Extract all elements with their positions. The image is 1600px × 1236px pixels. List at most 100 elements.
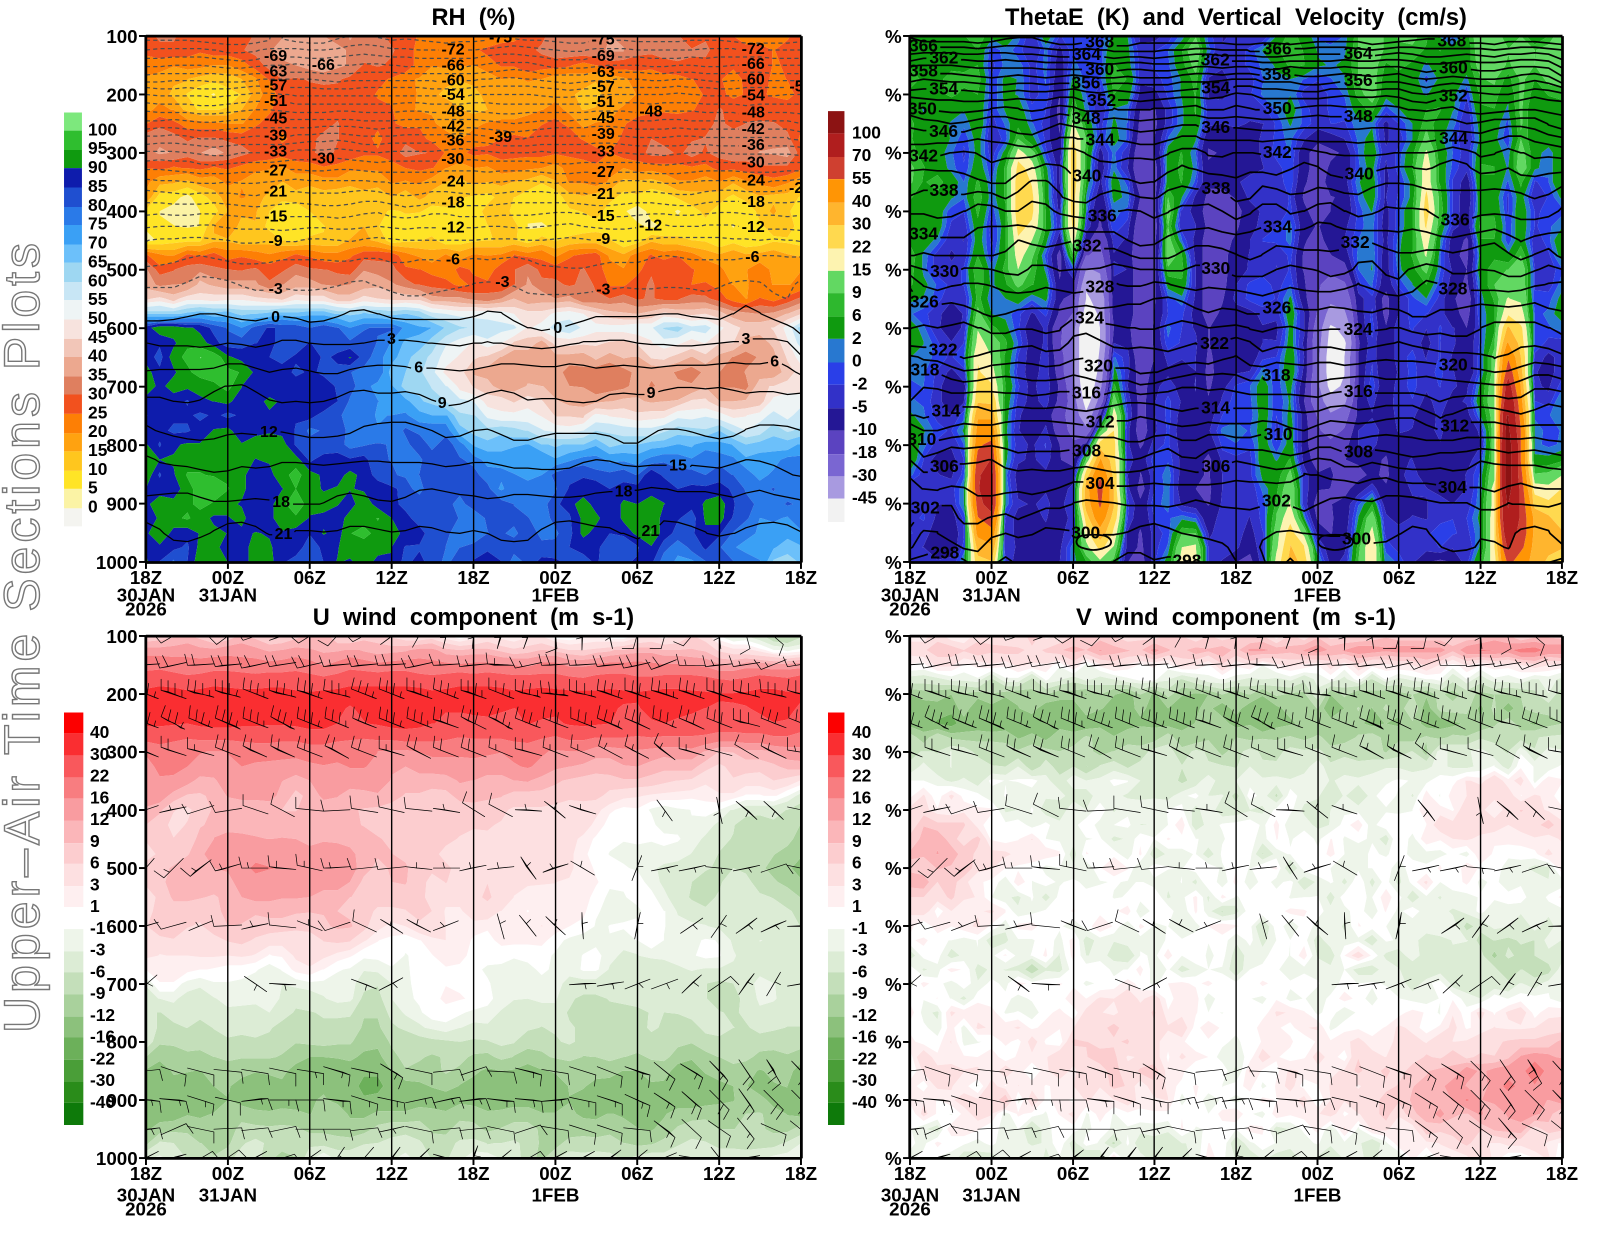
svg-text:-6: -6 bbox=[90, 961, 106, 981]
svg-text:0: 0 bbox=[271, 309, 280, 326]
svg-text:%: % bbox=[885, 974, 902, 995]
svg-text:-42: -42 bbox=[442, 118, 465, 135]
svg-text:-66: -66 bbox=[312, 57, 335, 74]
svg-text:-22: -22 bbox=[852, 1048, 877, 1068]
svg-text:332: 332 bbox=[1341, 232, 1370, 252]
svg-text:-57: -57 bbox=[789, 79, 812, 96]
svg-text:-69: -69 bbox=[264, 48, 287, 65]
svg-text:-57: -57 bbox=[592, 79, 615, 96]
svg-text:-21: -21 bbox=[264, 184, 287, 201]
svg-text:300: 300 bbox=[1071, 523, 1100, 543]
svg-text:%: % bbox=[885, 1148, 902, 1169]
svg-text:15: 15 bbox=[88, 440, 108, 460]
svg-text:%: % bbox=[885, 684, 902, 705]
svg-text:-60: -60 bbox=[442, 72, 465, 89]
svg-text:18Z: 18Z bbox=[130, 567, 162, 588]
svg-text:%: % bbox=[885, 552, 902, 573]
svg-text:%: % bbox=[885, 201, 902, 222]
svg-text:308: 308 bbox=[1072, 441, 1101, 461]
svg-text:342: 342 bbox=[1263, 142, 1292, 162]
svg-text:12: 12 bbox=[852, 809, 871, 829]
svg-text:344: 344 bbox=[1439, 128, 1468, 148]
svg-text:500: 500 bbox=[106, 260, 137, 281]
svg-text:1000: 1000 bbox=[96, 552, 138, 573]
svg-text:-39: -39 bbox=[489, 129, 512, 146]
svg-text:16: 16 bbox=[852, 787, 872, 807]
svg-text:-45: -45 bbox=[592, 110, 615, 127]
svg-text:30JAN: 30JAN bbox=[881, 1185, 939, 1206]
svg-text:18Z: 18Z bbox=[1220, 1163, 1252, 1184]
svg-text:332: 332 bbox=[1073, 235, 1102, 255]
svg-text:368: 368 bbox=[1085, 31, 1114, 51]
svg-text:10: 10 bbox=[88, 459, 107, 479]
svg-text:302: 302 bbox=[911, 497, 940, 517]
svg-text:-40: -40 bbox=[90, 1092, 115, 1112]
svg-text:6: 6 bbox=[770, 354, 779, 371]
svg-text:18Z: 18Z bbox=[785, 1163, 817, 1184]
svg-text:356: 356 bbox=[1344, 70, 1373, 90]
svg-text:00Z: 00Z bbox=[212, 567, 244, 588]
svg-text:-48: -48 bbox=[742, 104, 765, 121]
svg-text:12Z: 12Z bbox=[703, 1163, 735, 1184]
svg-text:300: 300 bbox=[106, 143, 137, 164]
svg-text:-66: -66 bbox=[742, 56, 765, 73]
svg-text:1: 1 bbox=[852, 896, 862, 916]
svg-text:-3: -3 bbox=[90, 940, 106, 960]
svg-text:-9: -9 bbox=[596, 231, 610, 248]
svg-text:00Z: 00Z bbox=[1301, 567, 1333, 588]
svg-text:3: 3 bbox=[742, 331, 751, 348]
svg-text:200: 200 bbox=[106, 84, 137, 105]
svg-text:0: 0 bbox=[88, 497, 98, 517]
svg-text:18Z: 18Z bbox=[894, 1163, 926, 1184]
svg-text:3: 3 bbox=[90, 874, 100, 894]
svg-text:6: 6 bbox=[90, 853, 100, 873]
svg-text:1FEB: 1FEB bbox=[1294, 1185, 1342, 1206]
svg-text:352: 352 bbox=[1439, 86, 1468, 106]
svg-text:%: % bbox=[885, 800, 902, 821]
svg-text:40: 40 bbox=[852, 722, 871, 742]
svg-text:0: 0 bbox=[852, 351, 862, 371]
svg-text:348: 348 bbox=[1344, 106, 1373, 126]
svg-text:362: 362 bbox=[1201, 50, 1230, 70]
svg-text:18Z: 18Z bbox=[130, 1163, 162, 1184]
svg-text:-12: -12 bbox=[442, 219, 465, 236]
svg-text:-36: -36 bbox=[742, 137, 765, 154]
svg-text:-30: -30 bbox=[852, 1070, 877, 1090]
svg-text:%: % bbox=[885, 318, 902, 339]
svg-text:346: 346 bbox=[1201, 117, 1230, 137]
svg-text:06Z: 06Z bbox=[1057, 1163, 1089, 1184]
svg-text:310: 310 bbox=[907, 429, 936, 449]
svg-text:-16: -16 bbox=[852, 1027, 877, 1047]
svg-text:%: % bbox=[885, 376, 902, 397]
svg-text:00Z: 00Z bbox=[539, 567, 571, 588]
svg-text:-63: -63 bbox=[264, 63, 287, 80]
svg-text:21: 21 bbox=[275, 526, 293, 543]
svg-text:354: 354 bbox=[929, 78, 958, 98]
svg-text:6: 6 bbox=[414, 359, 423, 376]
svg-text:-12: -12 bbox=[742, 219, 765, 236]
svg-text:18Z: 18Z bbox=[457, 1163, 489, 1184]
svg-text:00Z: 00Z bbox=[212, 1163, 244, 1184]
svg-text:340: 340 bbox=[1345, 164, 1374, 184]
svg-text:348: 348 bbox=[1072, 108, 1101, 128]
svg-text:2026: 2026 bbox=[125, 1199, 167, 1220]
svg-text:9: 9 bbox=[438, 395, 447, 412]
svg-text:350: 350 bbox=[908, 98, 937, 118]
svg-text:-3: -3 bbox=[852, 940, 868, 960]
svg-text:360: 360 bbox=[1439, 58, 1468, 78]
svg-text:362: 362 bbox=[929, 47, 958, 67]
svg-text:700: 700 bbox=[106, 376, 137, 397]
svg-text:31JAN: 31JAN bbox=[962, 585, 1020, 606]
svg-text:-54: -54 bbox=[442, 87, 465, 104]
svg-text:%: % bbox=[885, 26, 902, 47]
svg-text:338: 338 bbox=[1201, 178, 1230, 198]
svg-text:334: 334 bbox=[909, 223, 938, 243]
svg-text:15: 15 bbox=[669, 458, 687, 475]
svg-text:18: 18 bbox=[272, 494, 290, 511]
svg-text:12: 12 bbox=[260, 424, 278, 441]
svg-text:2026: 2026 bbox=[889, 599, 931, 620]
svg-text:-48: -48 bbox=[639, 104, 662, 121]
svg-text:06Z: 06Z bbox=[621, 1163, 653, 1184]
svg-text:1FEB: 1FEB bbox=[531, 1185, 579, 1206]
svg-text:9: 9 bbox=[852, 831, 862, 851]
